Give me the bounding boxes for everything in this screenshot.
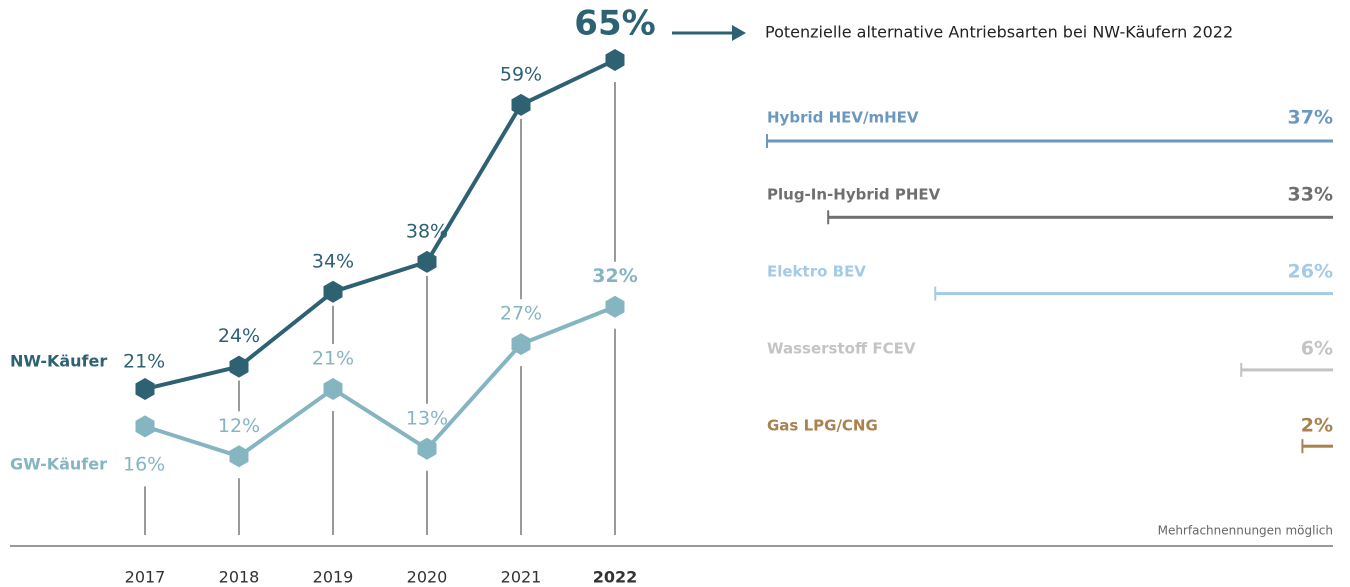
value-label: 21%: [123, 351, 165, 373]
category-label: Hybrid HEV/mHEV: [767, 109, 919, 127]
value-label: 21%: [312, 347, 354, 369]
x-tick-label: 2020: [407, 568, 448, 587]
marker: [417, 437, 437, 460]
x-tick-label: 2021: [501, 568, 542, 587]
marker: [323, 378, 343, 400]
marker: [511, 333, 531, 356]
value-label: 34%: [312, 250, 354, 272]
bar: [828, 215, 1333, 219]
marker: [323, 280, 343, 303]
value-label: 24%: [218, 325, 260, 347]
marker: [605, 49, 625, 71]
category-label: Wasserstoff FCEV: [767, 340, 916, 358]
x-tick-label: 2022: [593, 568, 638, 587]
value-label: 38%: [406, 220, 448, 242]
marker: [135, 415, 155, 438]
category-label: Plug-In-Hybrid PHEV: [767, 186, 941, 204]
series-name: GW-Käufer: [10, 455, 107, 474]
value-label: 27%: [500, 303, 542, 325]
marker: [417, 250, 437, 273]
bar: [767, 139, 1333, 143]
value-label: 16%: [123, 454, 165, 476]
note: Mehrfachnennungen möglich: [1158, 524, 1333, 538]
arrow-head: [732, 25, 746, 41]
bar: [1302, 444, 1333, 448]
value-label: 65%: [574, 4, 655, 44]
category-label: Gas LPG/CNG: [767, 417, 878, 435]
marker: [511, 93, 531, 116]
series-line: [144, 304, 616, 459]
marker: [229, 355, 249, 378]
value-label: 6%: [1301, 338, 1333, 360]
category-label: Elektro BEV: [767, 263, 866, 281]
value-label: 33%: [1288, 184, 1333, 206]
marker: [135, 378, 155, 400]
value-label: 26%: [1288, 261, 1333, 283]
x-tick-label: 2018: [219, 568, 260, 587]
x-tick-label: 2017: [125, 568, 166, 587]
series-name: NW-Käufer: [10, 352, 107, 371]
x-tick-label: 2019: [313, 568, 354, 587]
value-label: 2%: [1301, 415, 1333, 437]
value-label: 32%: [592, 265, 637, 287]
series-line: [144, 58, 616, 391]
value-label: 12%: [218, 415, 260, 437]
bar-chart-title: Potenzielle alternative Antriebsarten be…: [765, 23, 1233, 42]
bar: [1241, 368, 1333, 372]
marker: [605, 295, 625, 318]
bar: [935, 292, 1333, 296]
marker: [229, 445, 249, 468]
value-label: 37%: [1288, 107, 1333, 129]
value-label: 59%: [500, 63, 542, 85]
value-label: 13%: [406, 407, 448, 429]
